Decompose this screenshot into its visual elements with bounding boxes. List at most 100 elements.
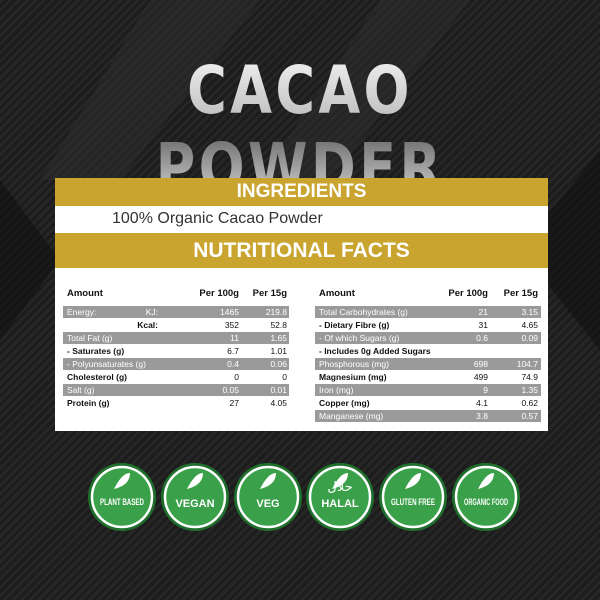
badge-icon [478, 473, 494, 489]
column-header: Per 15g [252, 288, 287, 299]
per-100g: 11 [230, 333, 239, 343]
nutrient-label: Total Carbohydrates (g) [319, 307, 408, 317]
per-15g: 4.05 [270, 398, 287, 408]
table-row: Total Carbohydrates (g) 21 3.15 [315, 306, 541, 318]
table-row: Kcal: 352 52.8 [63, 319, 289, 331]
per-15g: 52.8 [270, 320, 287, 330]
badge-label: ORGANIC FOOD [464, 497, 508, 507]
table-row: Total Fat (g) 11 1.65 [63, 332, 289, 344]
badge-label: PLANT BASED [100, 497, 144, 507]
badge [163, 465, 227, 529]
per-100g: 31 [478, 320, 488, 330]
per-100g: 1465 [220, 307, 239, 317]
per-100g: 21 [478, 307, 488, 317]
badge-label: VEGAN [175, 498, 214, 510]
column-header: Per 100g [199, 288, 239, 299]
nutrition-table: Amount Per 100g Per 15g Energy: KJ: 1465 219.8… [55, 268, 548, 431]
badge-script: حلال [327, 480, 352, 495]
per-100g: 9 [483, 385, 488, 395]
per-100g: 27 [229, 398, 239, 408]
table-row: - Includes 0g Added Sugars [315, 345, 541, 357]
column-header: Amount [67, 288, 103, 299]
badge-icon [405, 473, 421, 489]
table-row: Energy: KJ: 1465 219.8 [63, 306, 289, 318]
per-15g: 0.01 [270, 385, 287, 395]
nutrition-heading: NUTRITIONAL FACTS [55, 233, 548, 268]
per-100g: 0.05 [222, 385, 239, 395]
per-15g: 104.7 [516, 359, 538, 369]
nutrient-label: Energy: [67, 307, 97, 317]
table-row: Cholesterol (g) 0 0 [63, 371, 289, 383]
per-15g: 0.09 [521, 333, 538, 343]
per-100g: 0 [234, 372, 239, 382]
per-100g: 4.1 [476, 398, 488, 408]
table-row: - Dietary Fibre (g) 31 4.65 [315, 319, 541, 331]
nutrient-label: Manganese (mg) [319, 411, 384, 421]
per-15g: 3.15 [521, 307, 538, 317]
badge-label: HALAL [321, 498, 359, 510]
badge [236, 465, 300, 529]
table-row: - Polyunsaturates (g) 0.4 0.06 [63, 358, 289, 370]
table-row: Phosphorous (mg) 698 104.7 [315, 358, 541, 370]
badges: PLANT BASED VEGAN VEG حلال HALAL GLUTEN FREE O… [88, 463, 520, 531]
nutrient-label: Protein (g) [67, 398, 110, 408]
per-100g: 3.8 [476, 411, 488, 421]
column-header: Per 100g [448, 288, 488, 299]
nutrient-label: Phosphorous (mg) [319, 359, 389, 369]
badge-icon [187, 473, 203, 489]
per-15g: 0.62 [521, 398, 538, 408]
table-row: Manganese (mg) 3.8 0.57 [315, 410, 541, 422]
table-row: Magnesium (mg) 499 74.9 [315, 371, 541, 383]
badge-label: VEG [256, 498, 279, 510]
per-100g: 499 [473, 372, 488, 382]
per-15g: 74.9 [521, 372, 538, 382]
nutrient-label: Copper (mg) [319, 398, 370, 408]
table-header: Amount Per 100g Per 15g [63, 288, 289, 300]
column-header: Amount [319, 288, 355, 299]
badge-icon [260, 473, 276, 489]
nutrient-label: Total Fat (g) [67, 333, 113, 343]
table-row: Iron (mg) 9 1.35 [315, 384, 541, 396]
nutrient-label: Salt (g) [67, 385, 95, 395]
table-row: Copper (mg) 4.1 0.62 [315, 397, 541, 409]
badge-icon [114, 473, 130, 489]
nutrient-label: - Includes 0g Added Sugars [319, 346, 431, 356]
badge-label: GLUTEN FREE [391, 497, 435, 507]
badge [90, 465, 154, 529]
nutrient-label: - Dietary Fibre (g) [319, 320, 390, 330]
nutrient-label: Magnesium (mg) [319, 372, 387, 382]
per-15g: 0.57 [521, 411, 538, 421]
table-row: - Of which Sugars (g) 0.6 0.09 [315, 332, 541, 344]
badge [308, 465, 372, 529]
per-100g: 6.7 [227, 346, 239, 356]
nutrient-label: - Of which Sugars (g) [319, 333, 400, 343]
per-15g: 219.8 [265, 307, 287, 317]
column-header: Per 15g [503, 288, 538, 299]
per-15g: 1.65 [270, 333, 287, 343]
per-100g: 698 [473, 359, 488, 369]
badge-icon [332, 473, 348, 489]
nutrient-label: Cholesterol (g) [67, 372, 127, 382]
per-15g: 1.01 [270, 346, 287, 356]
nutrient-label: - Polyunsaturates (g) [67, 359, 146, 369]
nutrient-unit: KJ: [145, 307, 158, 317]
badge [454, 465, 518, 529]
ingredients-text: 100% Organic Cacao Powder [112, 210, 323, 227]
table-row: - Saturates (g) 6.7 1.01 [63, 345, 289, 357]
per-100g: 0.6 [476, 333, 488, 343]
per-100g: 0.4 [227, 359, 239, 369]
per-15g: 1.35 [521, 385, 538, 395]
per-15g: 0.06 [270, 359, 287, 369]
nutrient-label: - Saturates (g) [67, 346, 125, 356]
table-header: Amount Per 100g Per 15g [315, 288, 541, 300]
per-15g: 4.65 [521, 320, 538, 330]
badge [381, 465, 445, 529]
per-15g: 0 [282, 372, 287, 382]
per-100g: 352 [224, 320, 239, 330]
nutrient-unit: Kcal: [137, 320, 158, 330]
table-row: Protein (g) 27 4.05 [63, 397, 289, 409]
nutrient-label: Iron (mg) [319, 385, 354, 395]
table-row: Salt (g) 0.05 0.01 [63, 384, 289, 396]
ingredients-heading: INGREDIENTS [55, 178, 548, 206]
